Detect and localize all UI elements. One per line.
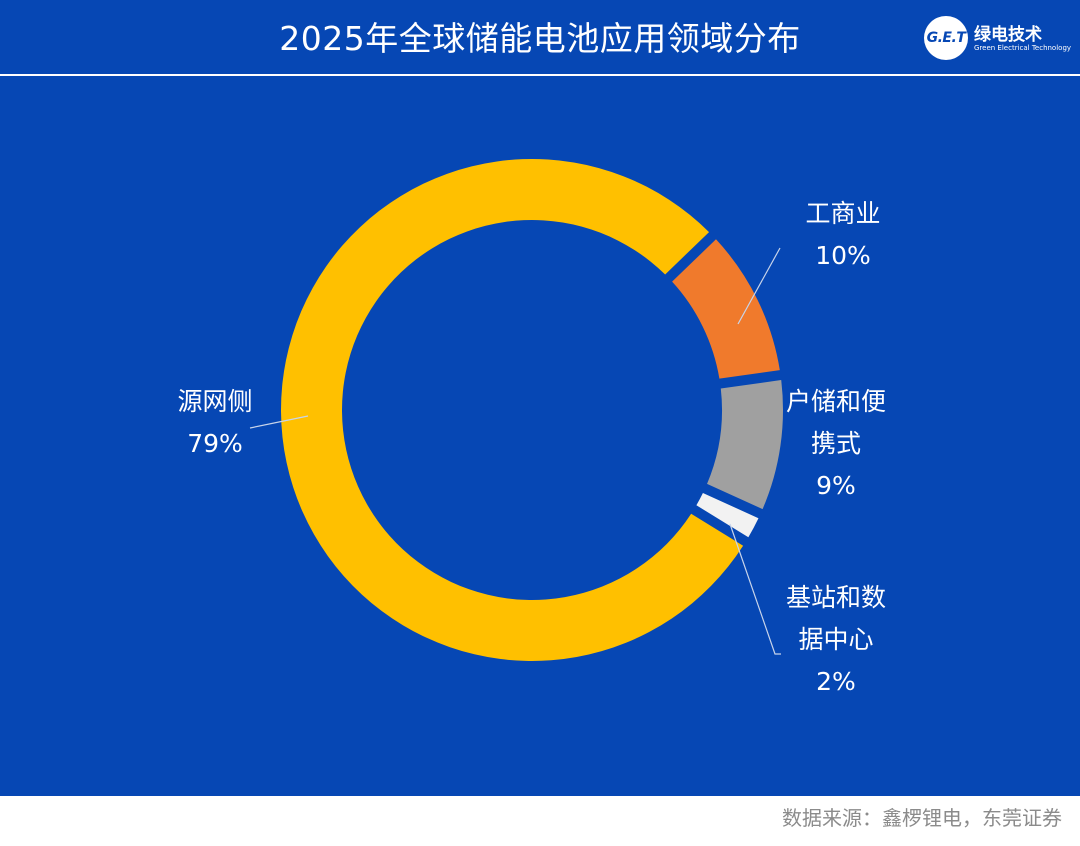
category-label-基站和数据中心: 据中心 [798, 625, 873, 654]
value-label-工商业: 10% [815, 241, 871, 270]
donut-slices [281, 158, 784, 661]
title-bar: 2025年全球储能电池应用领域分布 G.E.T 绿电技术 Green Elect… [0, 0, 1080, 76]
leader-line-基站和数据中心 [729, 523, 781, 655]
slice-源网侧 [281, 158, 744, 661]
slice-工商业 [672, 239, 780, 379]
leader-lines [249, 247, 781, 655]
category-label-基站和数据中心: 基站和数 [786, 583, 886, 612]
value-label-源网侧: 79% [187, 429, 243, 458]
brand-logo: G.E.T 绿电技术 Green Electrical Technology [924, 16, 1074, 60]
category-label-户储和便携式: 携式 [811, 429, 861, 458]
logo-subtitle: Green Electrical Technology [974, 44, 1072, 52]
value-label-基站和数据中心: 2% [816, 667, 856, 696]
category-label-工商业: 工商业 [805, 199, 880, 228]
leader-line-源网侧 [249, 415, 309, 429]
slice-基站和数据中心 [696, 493, 759, 538]
logo-badge-icon: G.E.T [924, 16, 968, 60]
logo-name: 绿电技术 [974, 25, 1042, 45]
leader-line-工商业 [737, 247, 781, 325]
category-label-源网侧: 源网侧 [177, 387, 252, 416]
category-label-户储和便携式: 户储和便 [786, 387, 886, 416]
slice-户储和便携式 [707, 380, 784, 510]
value-label-户储和便携式: 9% [816, 471, 856, 500]
chart-title: 2025年全球储能电池应用领域分布 [279, 19, 801, 58]
data-source: 数据来源：鑫椤锂电，东莞证券 [782, 806, 1062, 830]
